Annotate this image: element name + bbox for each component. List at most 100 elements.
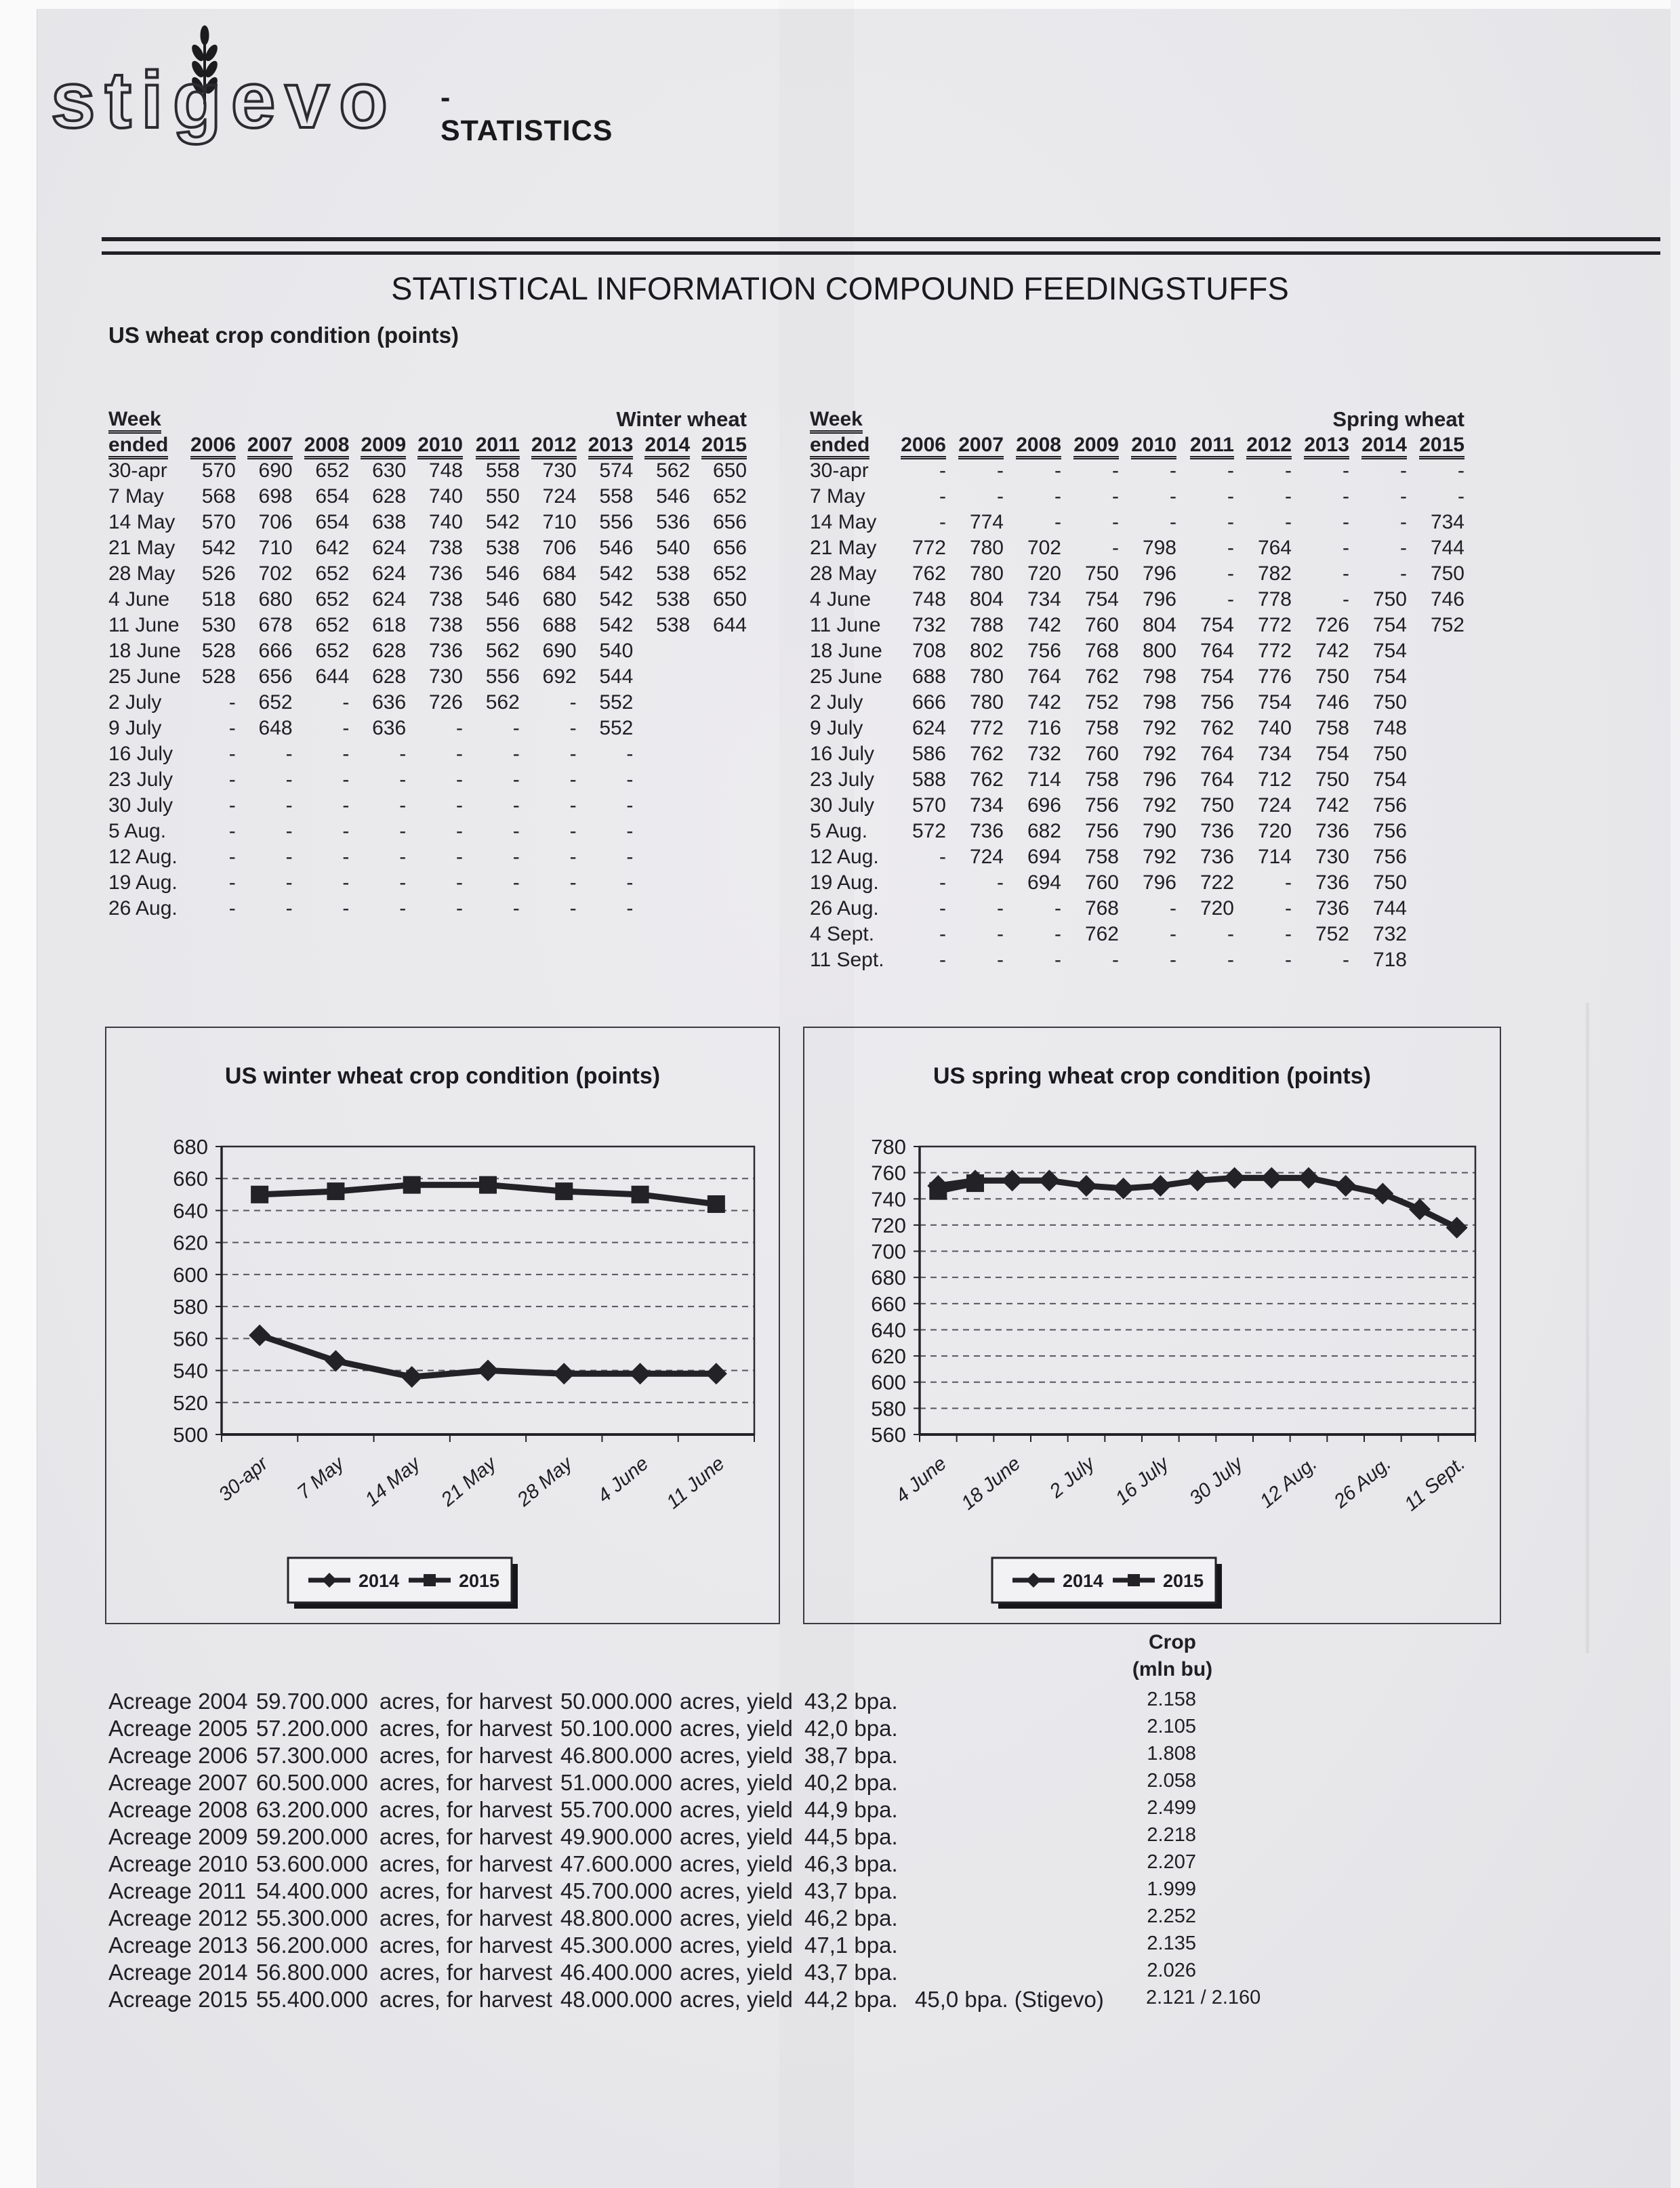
crop-header-line1: Crop [1149,1631,1196,1653]
value-cell: 762 [1084,923,1119,945]
value-cell: 562 [485,640,520,662]
planted-acres: 59.200.000 [255,1824,368,1849]
value-cell: 546 [656,485,691,508]
value-cell: 796 [1142,588,1176,611]
value-cell: 792 [1142,717,1176,739]
value-cell: 752 [1315,923,1349,945]
square-marker [555,1182,573,1201]
value-cell: - [1227,588,1234,611]
value-cell: 724 [1257,794,1292,817]
value-cell: 742 [1315,794,1349,817]
value-cell: 756 [1372,820,1407,842]
value-cell: - [285,743,293,765]
value-cell [642,844,699,870]
acreage-row: Acreage 2011 54.400.000 acres, for harvest… [108,1878,1532,1905]
value-cell: 762 [969,743,1004,765]
acres-for-harvest-label: acres, for harvest [380,1797,552,1822]
value-cell: 714 [1027,768,1061,791]
value-cell: 736 [1200,846,1234,868]
value-cell: 654 [315,511,350,533]
week-cell: 4 June [810,588,872,611]
week-cell: 25 June [810,665,882,688]
week-cell: 21 May [108,537,176,559]
week-cell: 18 June [810,640,882,662]
value-cell: 624 [372,562,407,585]
value-cell: 734 [969,794,1004,817]
x-axis-label: 30-apr [215,1452,273,1506]
week-cell: 26 Aug. [810,897,879,920]
value-cell [1416,844,1474,870]
value-cell: - [455,717,463,739]
value-cell: 752 [1430,614,1464,636]
value-cell: 772 [1257,614,1292,636]
week-cell: 7 May [108,485,164,508]
value-cell [642,638,699,664]
y-axis-label: 580 [173,1295,208,1319]
table-corner-week: Week [808,407,898,434]
week-cell: 19 Aug. [108,871,178,894]
diamond-marker [1187,1170,1208,1192]
planted-acres: 55.300.000 [255,1905,368,1931]
crop-header-line2: (mln bu) [1132,1658,1213,1680]
value-cell: - [1285,459,1292,482]
value-cell: - [1343,511,1349,533]
value-cell: 754 [1084,588,1119,611]
divider-rule [102,237,1660,255]
value-cell: 630 [372,459,407,482]
table-group-label: Winter wheat [616,407,747,431]
value-cell: 694 [1027,871,1061,894]
value-cell: 680 [542,588,577,611]
yield-value: 46,3 bpa. [804,1851,898,1876]
y-axis-label: 640 [173,1199,208,1222]
page-title: STATISTICAL INFORMATION COMPOUND FEEDING… [391,270,1289,306]
value-cell: 736 [1315,820,1349,842]
value-cell: - [1054,949,1061,971]
acreage-row: Acreage 2009 59.200.000 acres, for harvest… [108,1824,1532,1851]
value-cell: - [1400,562,1407,585]
value-cell: - [342,871,350,894]
value-cell: - [228,846,236,868]
value-cell: 742 [1027,691,1061,714]
table-row: 23 July 588 762 714 758 796 764 712 750 754 [808,767,1474,793]
crop-value: 1.999 [1147,1878,1196,1900]
harvested-acres: 46.400.000 [560,1960,672,1985]
y-axis-label: 680 [871,1266,906,1289]
value-cell: - [1170,485,1176,508]
wheat-icon [185,24,224,109]
diamond-marker [1038,1170,1061,1192]
year-header: 2010 [415,432,472,459]
value-cell: 528 [201,665,236,688]
value-cell: 764 [1200,768,1234,791]
value-cell: - [285,794,293,817]
value-cell: - [1343,459,1349,482]
value-cell: 710 [258,537,293,559]
value-cell: 644 [315,665,350,688]
value-cell: 536 [656,511,691,533]
value-cell: 748 [1372,717,1407,739]
winter-wheat-chart: US winter wheat crop condition (points) … [105,1027,780,1624]
spring-wheat-chart: US spring wheat crop condition (points) … [803,1027,1501,1624]
crop-value: 2.135 [1147,1933,1196,1954]
value-cell: 764 [1257,537,1292,559]
acres-yield-label: acres, yield [680,1770,793,1795]
value-cell: 746 [1430,588,1464,611]
value-cell: 650 [712,459,747,482]
value-cell: 526 [201,562,236,585]
planted-acres: 55.400.000 [255,1987,368,2012]
acres-for-harvest-label: acres, for harvest [380,1770,552,1795]
acres-for-harvest-label: acres, for harvest [380,1987,552,2012]
week-cell: 12 Aug. [108,846,178,868]
value-cell: - [1054,897,1061,920]
table-row: 18 June 528 666 652 628 736 562 690 540 [107,638,756,664]
diamond-marker [1026,1573,1041,1588]
value-cell: - [569,717,577,739]
value-cell: 628 [372,665,407,688]
value-cell: 756 [1372,846,1407,868]
value-cell: 542 [485,511,520,533]
crop-value: 2.218 [1147,1824,1196,1846]
value-cell: 706 [258,511,293,533]
y-axis-label: 520 [173,1391,208,1415]
week-cell: 7 May [810,485,865,508]
value-cell: 772 [911,537,946,559]
value-cell: 720 [1027,562,1061,585]
